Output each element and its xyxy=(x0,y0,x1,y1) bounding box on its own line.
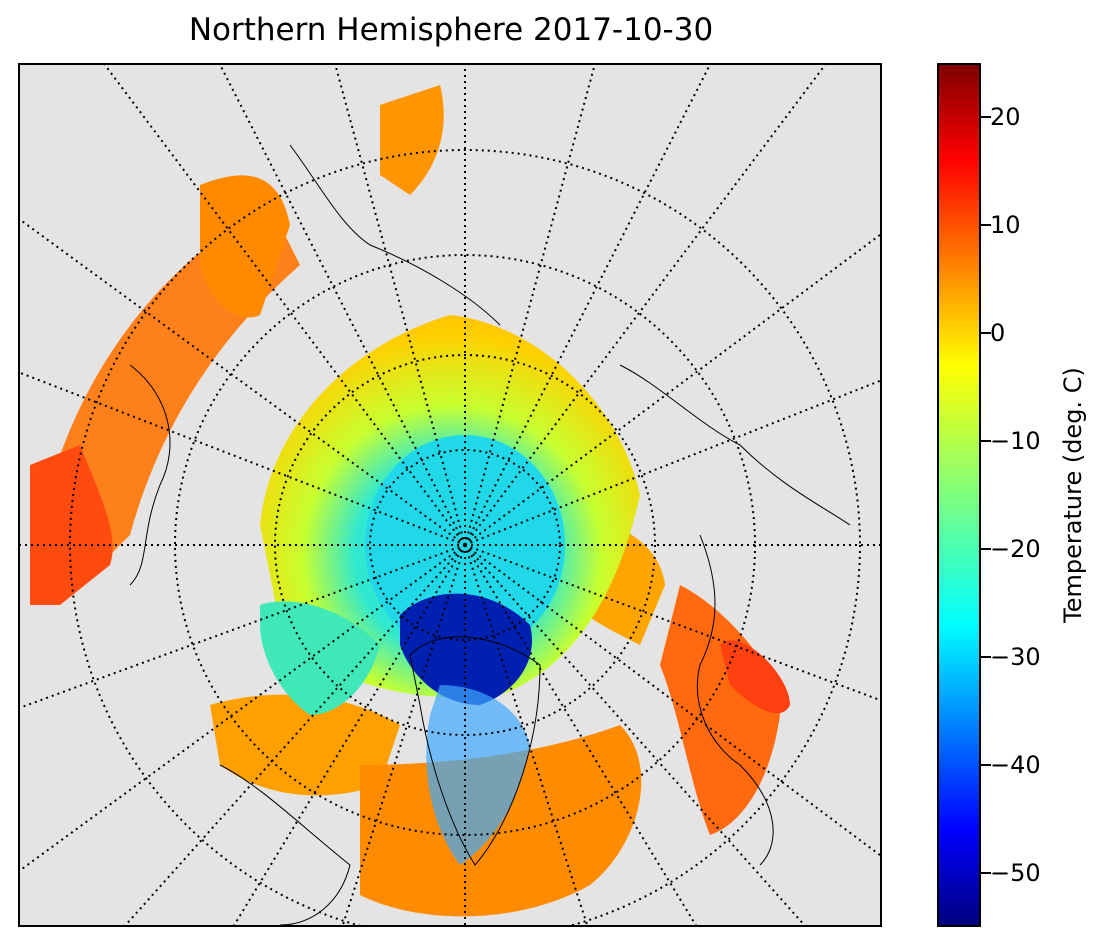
colorbar-tick xyxy=(981,872,991,874)
map-title: Northern Hemisphere 2017-10-30 xyxy=(188,12,714,48)
colorbar-tick xyxy=(981,332,991,334)
map-canvas xyxy=(20,65,880,925)
coastline-europe xyxy=(696,534,774,866)
swath-north-america xyxy=(210,694,400,796)
colorbar-tick-label: −20 xyxy=(990,535,1041,563)
swath-europe xyxy=(660,585,780,835)
greenland-cold-core xyxy=(400,593,532,705)
colorbar-tick xyxy=(981,764,991,766)
colorbar-tick-label: 10 xyxy=(990,211,1021,239)
colorbar-gradient xyxy=(939,65,979,925)
colorbar-tick xyxy=(981,548,991,550)
latitude-circle-70 xyxy=(274,354,656,736)
colorbar-tick-label: 20 xyxy=(990,103,1021,131)
colorbar-tick xyxy=(981,116,991,118)
latitude-circle-50 xyxy=(69,149,861,925)
colorbar-tick xyxy=(981,440,991,442)
colorbar-tick-label: −10 xyxy=(990,427,1041,455)
colorbar-label: Temperature (deg. C) xyxy=(1059,367,1087,623)
graticule xyxy=(20,65,880,925)
swath-siberia-north xyxy=(380,85,444,195)
colorbar xyxy=(937,63,981,927)
polar-map xyxy=(18,63,882,927)
coastline-north-america xyxy=(219,764,351,925)
swath-ural xyxy=(200,175,290,318)
swath-nordic xyxy=(720,640,790,714)
latitude-circle-80 xyxy=(369,449,561,641)
coastline-siberia xyxy=(289,144,501,326)
colorbar-tick-label: −50 xyxy=(990,859,1041,887)
coastline-asia xyxy=(129,364,171,586)
colorbar-tick-label: −30 xyxy=(990,643,1041,671)
coastlines xyxy=(129,144,851,925)
colorbar-tick-label: −40 xyxy=(990,751,1041,779)
colorbar-tick-label: 0 xyxy=(990,319,1006,347)
colorbar-tick xyxy=(981,224,991,226)
colorbar-tick xyxy=(981,656,991,658)
coastline-east xyxy=(619,364,851,526)
meridians xyxy=(20,65,880,925)
canadian-archipelago xyxy=(260,601,380,715)
coastline-greenland xyxy=(409,636,541,866)
